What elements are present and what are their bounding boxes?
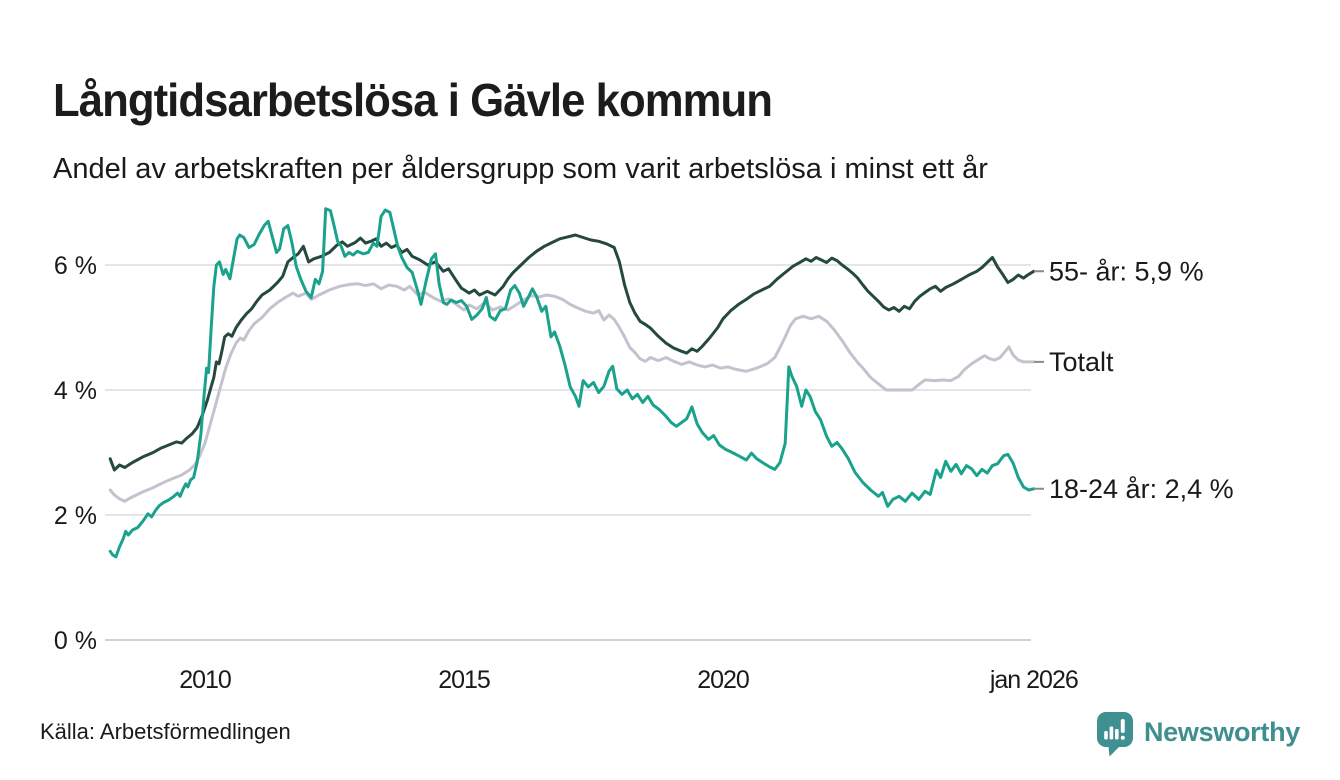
newsworthy-logo-icon bbox=[1096, 712, 1133, 757]
x-axis-tick-label: jan 2026 bbox=[989, 666, 1078, 694]
series-end-label-18-24-ar: 18-24 år: 2,4 % bbox=[1049, 474, 1234, 504]
series-line-totalt bbox=[108, 282, 1036, 503]
logo-exclamation-stem bbox=[1120, 719, 1125, 733]
newsworthy-logo: Newsworthy bbox=[1095, 710, 1300, 758]
y-axis-tick-label: 2 % bbox=[54, 502, 97, 530]
y-axis-tick-label: 4 % bbox=[54, 377, 97, 405]
logo-bar-medium bbox=[1114, 729, 1119, 740]
x-axis-tick-label: 2010 bbox=[179, 666, 231, 694]
series-end-label-55-ar: 55- år: 5,9 % bbox=[1049, 256, 1204, 286]
page-subtitle: Andel av arbetskraften per åldersgrupp s… bbox=[53, 153, 988, 185]
x-axis-tick-label: 2020 bbox=[697, 666, 749, 694]
series-end-label-totalt: Totalt bbox=[1049, 347, 1114, 377]
newsworthy-logo-text: Newsworthy bbox=[1143, 717, 1300, 747]
page-title: Långtidsarbetslösa i Gävle kommun bbox=[53, 73, 773, 126]
y-axis-tick-label: 0 % bbox=[54, 627, 97, 655]
logo-bar-small bbox=[1104, 731, 1108, 740]
x-axis-tick-label: 2015 bbox=[438, 666, 490, 694]
logo-exclamation-dot bbox=[1120, 735, 1125, 740]
y-axis-tick-label: 6 % bbox=[54, 252, 97, 280]
series-line-55-ar bbox=[108, 233, 1036, 472]
logo-bar-tall bbox=[1109, 726, 1114, 740]
source-note: Källa: Arbetsförmedlingen bbox=[40, 719, 291, 744]
series-line-18-24-ar bbox=[108, 207, 1036, 559]
